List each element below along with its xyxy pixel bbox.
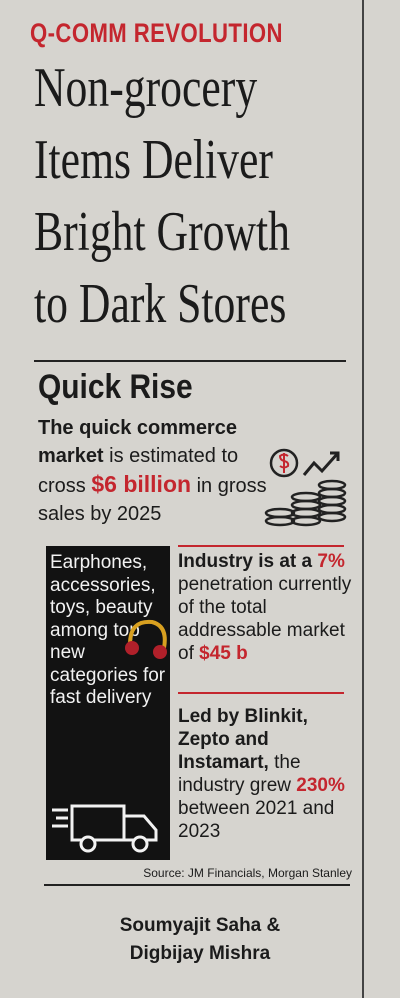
divider: [44, 884, 350, 886]
headline-line: Bright Growth: [34, 201, 291, 263]
source: Source: JM Financials, Morgan Stanley: [143, 866, 352, 880]
intro: The quick commerce market is estimated t…: [38, 414, 278, 528]
section-title: Quick Rise: [38, 368, 193, 406]
fact-text: penetration currently of the total addre…: [178, 574, 352, 664]
fact-highlight: $45 b: [199, 643, 248, 664]
byline-line: Digbijay Mishra: [129, 943, 271, 964]
divider: [34, 360, 346, 362]
fact-lead: Led by Blinkit, Zepto and Instamart,: [178, 706, 308, 773]
category-box: [46, 546, 170, 860]
kicker: Q-COMM REVOLUTION: [30, 18, 283, 48]
column-rule: [362, 0, 364, 998]
fact-text: the industry grew: [178, 752, 301, 796]
fact-text: between 2021 and 2023: [178, 798, 335, 842]
coins-icon: [264, 448, 347, 527]
headline-line: Non-grocery: [34, 57, 258, 119]
red-rule: [178, 692, 344, 694]
byline: Soumyajit Saha & Digbijay Mishra: [0, 912, 400, 968]
earphones-icon: [125, 619, 167, 659]
fact-highlight: 230%: [296, 775, 345, 796]
intro-highlight: $6 billion: [91, 471, 192, 497]
box-text: Earphones, accessories, toys, beauty amo…: [50, 552, 166, 708]
intro-text: is estimated to cross: [38, 445, 239, 497]
fact: Led by Blinkit, Zepto and Instamart, the…: [178, 705, 353, 843]
intro-text: in gross sales by 2025: [38, 475, 267, 525]
fact: Industry is at a 7% penetration currentl…: [178, 550, 353, 665]
intro-lead: The quick commerce market: [38, 417, 237, 467]
fact-lead: Industry is at a: [178, 551, 313, 572]
byline-line: Soumyajit Saha &: [119, 915, 281, 936]
red-rule: [178, 545, 344, 547]
headline-line: Items Deliver: [34, 129, 273, 191]
headline-line: to Dark Stores: [34, 273, 287, 335]
truck-icon: [52, 804, 158, 853]
fact-highlight: 7%: [317, 551, 345, 572]
